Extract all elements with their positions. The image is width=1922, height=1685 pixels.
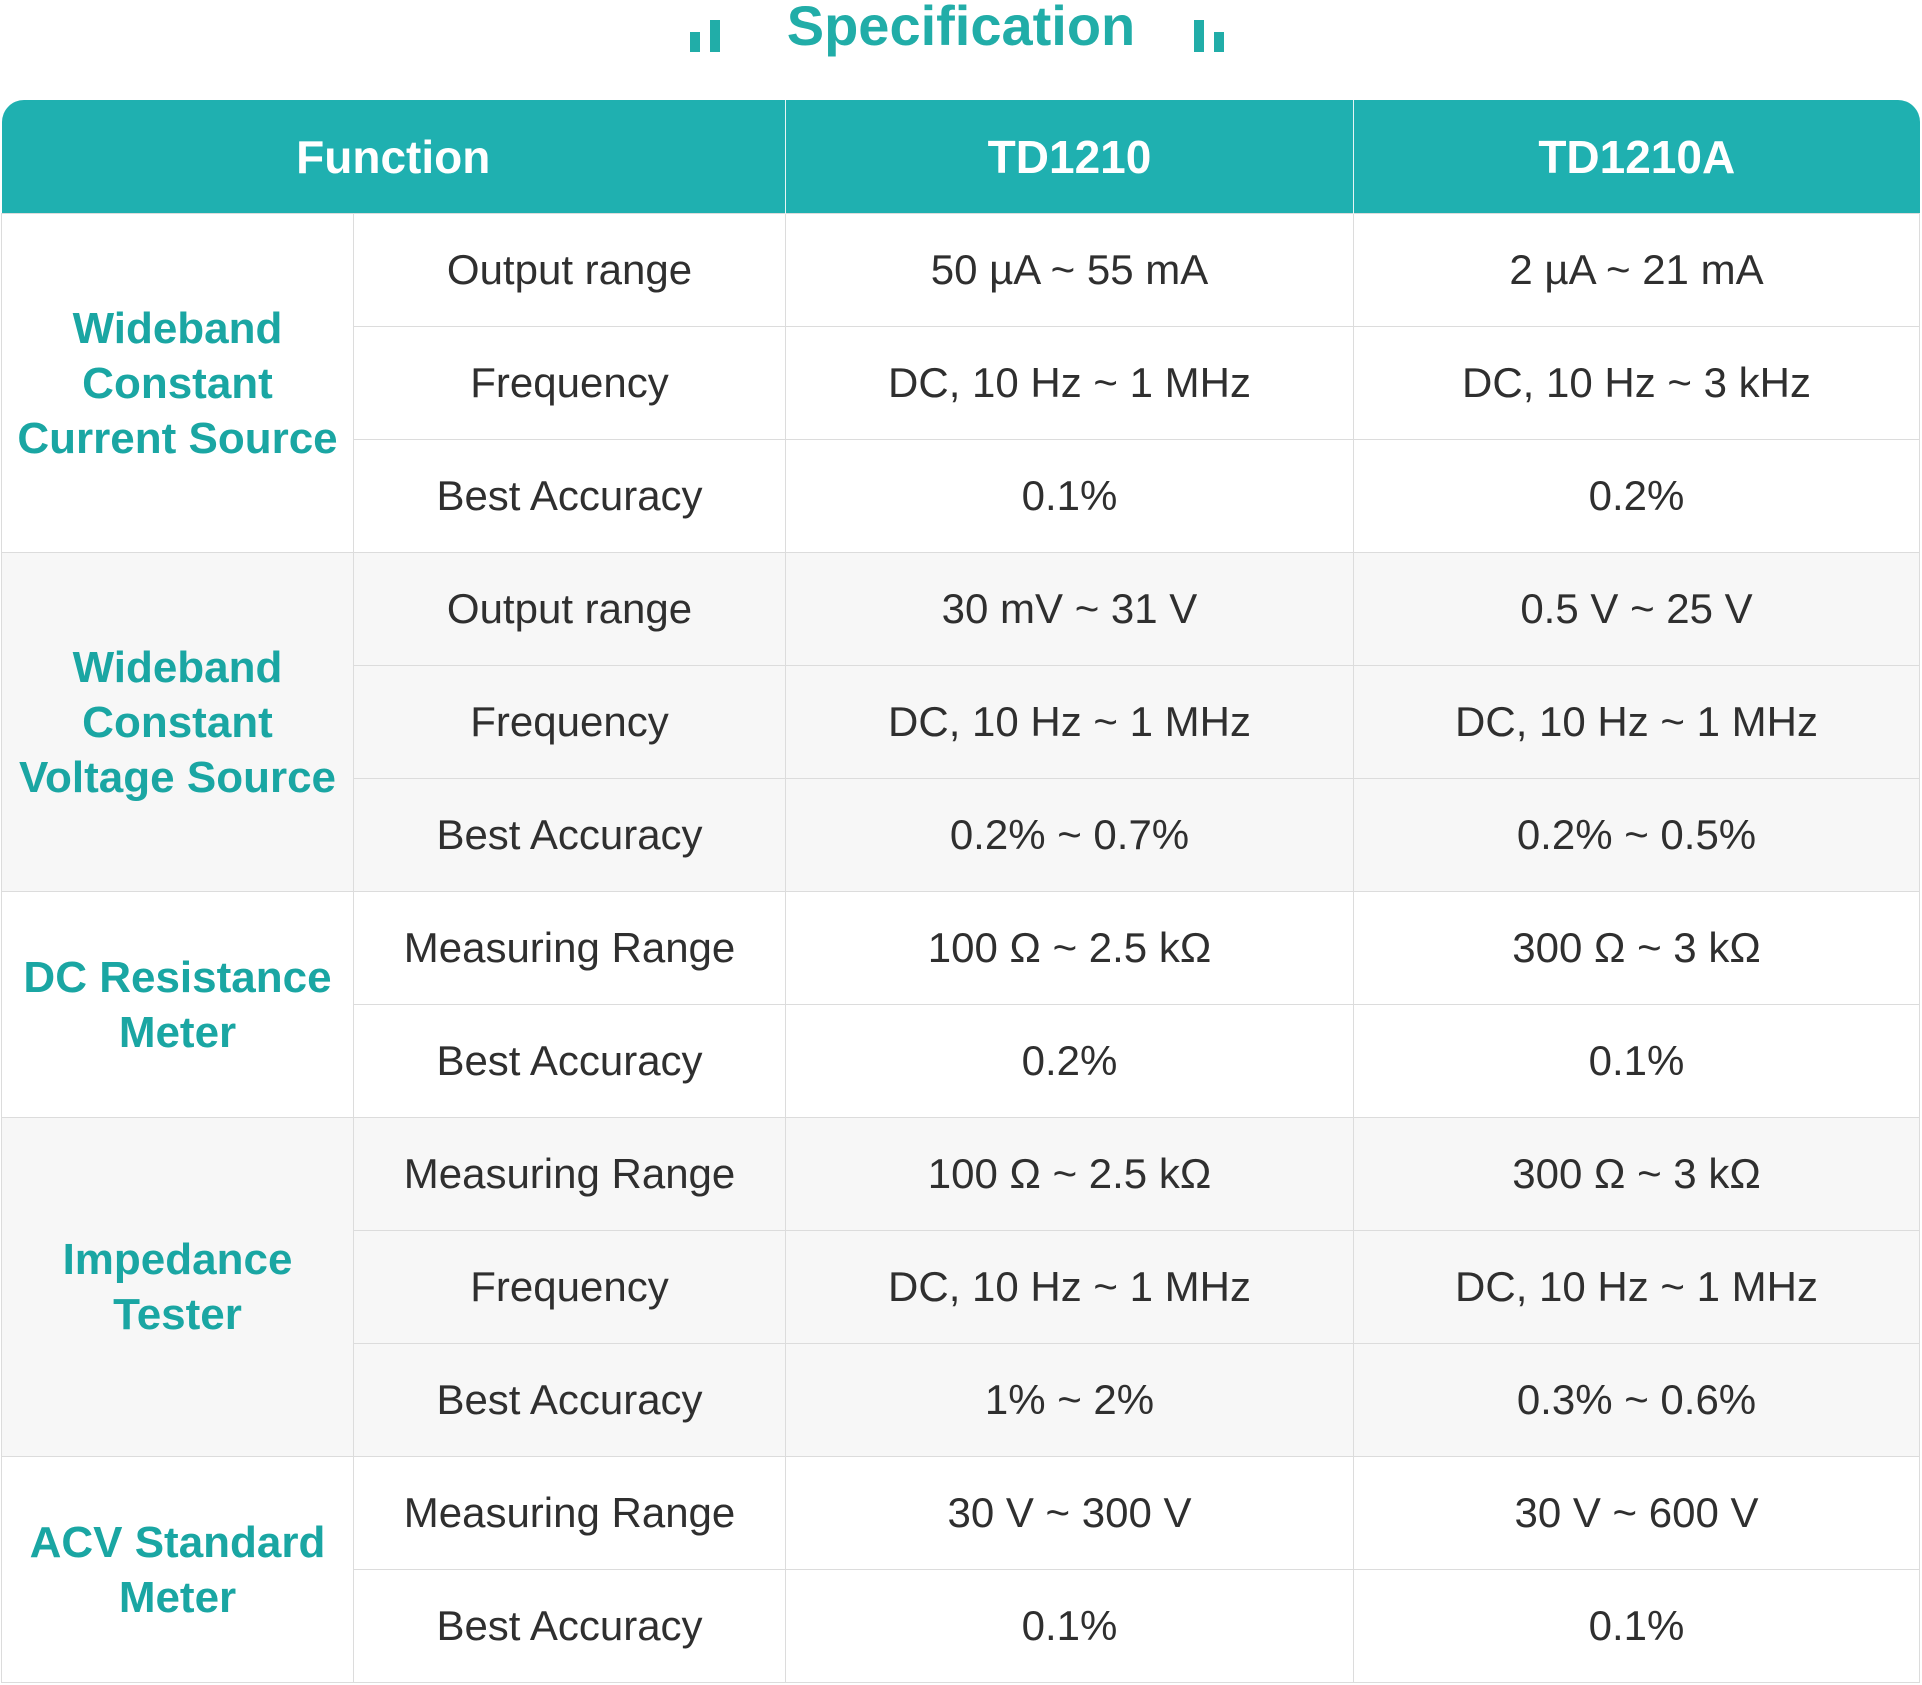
group-label: Impedance Tester — [1, 1117, 354, 1457]
td1210-cell: 30 V ~ 300 V — [785, 1456, 1354, 1570]
td1210-cell: 100 Ω ~ 2.5 kΩ — [785, 891, 1354, 1005]
group-label: Wideband Constant Voltage Source — [1, 552, 354, 892]
td1210a-cell: 0.3% ~ 0.6% — [1353, 1343, 1920, 1457]
page-title: Specification — [786, 0, 1136, 57]
td1210-cell: 1% ~ 2% — [785, 1343, 1354, 1457]
td1210-cell: 100 Ω ~ 2.5 kΩ — [785, 1117, 1354, 1231]
header-td1210a: TD1210A — [1353, 100, 1920, 214]
table-row: Best Accuracy 0.2% 0.1% — [2, 1004, 1920, 1118]
table-row: Frequency DC, 10 Hz ~ 1 MHz DC, 10 Hz ~ … — [2, 1230, 1920, 1344]
td1210a-cell: 0.2% — [1353, 439, 1920, 553]
param-cell: Best Accuracy — [353, 439, 786, 553]
td1210a-cell: 0.5 V ~ 25 V — [1353, 552, 1920, 666]
td1210a-cell: 30 V ~ 600 V — [1353, 1456, 1920, 1570]
td1210a-cell: 300 Ω ~ 3 kΩ — [1353, 1117, 1920, 1231]
table-row: DC Resistance Meter Measuring Range 100 … — [1, 891, 1920, 1118]
bar-decoration-left-icon — [688, 12, 728, 52]
table-row: Best Accuracy 0.1% 0.1% — [2, 1569, 1920, 1683]
param-cell: Best Accuracy — [353, 1569, 786, 1683]
table-row: ACV Standard Meter Measuring Range 30 V … — [1, 1456, 1920, 1683]
param-cell: Output range — [353, 213, 786, 327]
table-row: Best Accuracy 1% ~ 2% 0.3% ~ 0.6% — [2, 1343, 1920, 1457]
table-row: Frequency DC, 10 Hz ~ 1 MHz DC, 10 Hz ~ … — [2, 326, 1920, 440]
param-cell: Frequency — [353, 665, 786, 779]
td1210a-cell: 300 Ω ~ 3 kΩ — [1353, 891, 1920, 1005]
spec-table: Function TD1210 TD1210A Wideband Constan… — [1, 100, 1920, 1683]
td1210a-cell: 0.1% — [1353, 1004, 1920, 1118]
param-cell: Best Accuracy — [353, 1343, 786, 1457]
param-cell: Best Accuracy — [353, 1004, 786, 1118]
group-label: ACV Standard Meter — [1, 1456, 354, 1683]
td1210a-cell: DC, 10 Hz ~ 1 MHz — [1353, 1230, 1920, 1344]
table-row: Wideband Constant Voltage Source Output … — [1, 552, 1920, 892]
td1210a-cell: DC, 10 Hz ~ 3 kHz — [1353, 326, 1920, 440]
param-cell: Best Accuracy — [353, 778, 786, 892]
param-cell: Measuring Range — [353, 1456, 786, 1570]
bar-decoration-right-icon — [1192, 12, 1232, 52]
param-cell: Frequency — [353, 326, 786, 440]
td1210a-cell: DC, 10 Hz ~ 1 MHz — [1353, 665, 1920, 779]
group-label: Wideband Constant Current Source — [1, 213, 354, 553]
table-row: Frequency DC, 10 Hz ~ 1 MHz DC, 10 Hz ~ … — [2, 665, 1920, 779]
param-cell: Measuring Range — [353, 891, 786, 1005]
table-row: Wideband Constant Current Source Output … — [1, 213, 1920, 553]
td1210-cell: 0.1% — [785, 1569, 1354, 1683]
header-function: Function — [1, 100, 786, 214]
td1210-cell: 30 mV ~ 31 V — [785, 552, 1354, 666]
table-row: Impedance Tester Measuring Range 100 Ω ~… — [1, 1117, 1920, 1457]
table-row: Best Accuracy 0.1% 0.2% — [2, 439, 1920, 553]
td1210-cell: 50 µA ~ 55 mA — [785, 213, 1354, 327]
td1210-cell: 0.1% — [785, 439, 1354, 553]
td1210a-cell: 2 µA ~ 21 mA — [1353, 213, 1920, 327]
td1210-cell: DC, 10 Hz ~ 1 MHz — [785, 326, 1354, 440]
td1210a-cell: 0.1% — [1353, 1569, 1920, 1683]
table-header-row: Function TD1210 TD1210A — [1, 100, 1920, 214]
table-row: Best Accuracy 0.2% ~ 0.7% 0.2% ~ 0.5% — [2, 778, 1920, 892]
td1210-cell: 0.2% ~ 0.7% — [785, 778, 1354, 892]
param-cell: Measuring Range — [353, 1117, 786, 1231]
td1210-cell: DC, 10 Hz ~ 1 MHz — [785, 1230, 1354, 1344]
header-td1210: TD1210 — [785, 100, 1354, 214]
param-cell: Output range — [353, 552, 786, 666]
td1210-cell: DC, 10 Hz ~ 1 MHz — [785, 665, 1354, 779]
title-bar: Specification — [0, 0, 1922, 70]
td1210a-cell: 0.2% ~ 0.5% — [1353, 778, 1920, 892]
param-cell: Frequency — [353, 1230, 786, 1344]
td1210-cell: 0.2% — [785, 1004, 1354, 1118]
group-label: DC Resistance Meter — [1, 891, 354, 1118]
